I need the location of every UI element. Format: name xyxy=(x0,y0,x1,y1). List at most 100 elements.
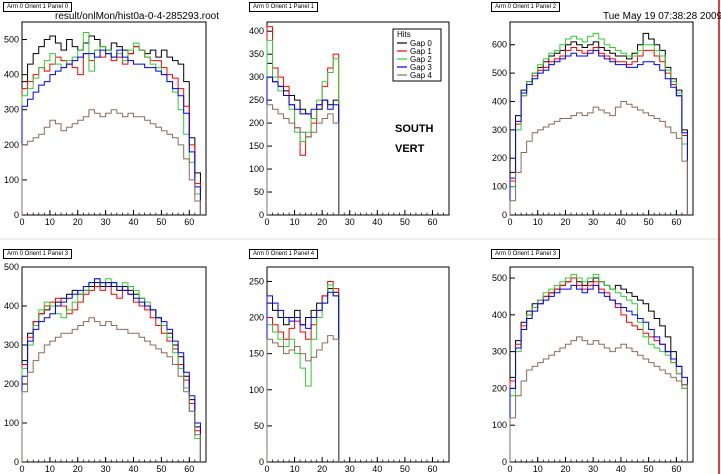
y-tick-label: 100 xyxy=(4,418,19,428)
y-tick-label: 400 xyxy=(249,26,264,36)
x-tick-label: 60 xyxy=(671,217,681,227)
series-4-line xyxy=(266,335,340,462)
panel-3: 0 10 20 30 40 50 60 0 100 200 300 400 500 xyxy=(4,262,207,474)
y-tick-label: 300 xyxy=(4,105,19,115)
series-3-line xyxy=(21,278,201,462)
series-0-line xyxy=(21,35,201,215)
x-tick-label: 10 xyxy=(290,217,300,227)
series-4-line xyxy=(509,336,688,462)
x-tick-label: 60 xyxy=(184,464,194,474)
plot-frame xyxy=(21,21,207,216)
y-tick-label: 50 xyxy=(254,421,264,431)
y-tick-label: 100 xyxy=(492,420,507,430)
x-tick-label: 20 xyxy=(73,464,83,474)
y-tick-label: 100 xyxy=(249,385,264,395)
y-tick-label: 200 xyxy=(492,383,507,393)
x-tick-label: 60 xyxy=(671,464,681,474)
x-tick-label: 40 xyxy=(616,464,626,474)
panel-5: 0 10 20 30 40 50 60 0 100 200 300 400 500 xyxy=(492,266,694,474)
y-tick-label: 300 xyxy=(249,72,264,82)
panel-1-title: Arm 0 Orient 1 Panel 1 xyxy=(249,2,319,12)
y-tick-label: 500 xyxy=(4,262,19,272)
y-tick-label: 250 xyxy=(249,276,264,286)
panel-2-title: Arm 0 Orient 1 Panel 2 xyxy=(491,2,561,12)
panel-4: 0 10 20 30 40 50 60 0 50 100 150 200 250 xyxy=(249,266,450,474)
panel-0-title: Arm 0 Orient 1 Panel 0 xyxy=(3,2,73,12)
annotation-south: SOUTH xyxy=(395,123,434,135)
x-tick-label: 50 xyxy=(156,217,166,227)
x-tick-label: 40 xyxy=(129,217,139,227)
x-tick-label: 20 xyxy=(317,217,327,227)
series-2-line xyxy=(509,32,688,215)
y-tick-label: 200 xyxy=(249,118,264,128)
x-tick-label: 30 xyxy=(345,217,355,227)
y-tick-label: 300 xyxy=(492,347,507,357)
x-tick-label: 0 xyxy=(19,464,24,474)
x-tick-label: 40 xyxy=(616,217,626,227)
x-tick-label: 30 xyxy=(588,217,598,227)
x-tick-label: 20 xyxy=(73,217,83,227)
y-tick-label: 50 xyxy=(254,187,264,197)
y-tick-label: 300 xyxy=(4,340,19,350)
x-tick-label: 50 xyxy=(644,464,654,474)
series-4-line xyxy=(509,100,688,215)
x-tick-label: 50 xyxy=(400,217,410,227)
annotation-vert: VERT xyxy=(395,143,425,155)
x-tick-label: 50 xyxy=(400,464,410,474)
y-tick-label: 400 xyxy=(492,96,507,106)
series-3-line xyxy=(509,284,688,462)
y-tick-label: 0 xyxy=(502,457,507,467)
y-tick-label: 200 xyxy=(4,379,19,389)
x-tick-label: 50 xyxy=(644,217,654,227)
y-tick-label: 100 xyxy=(4,175,19,185)
x-tick-label: 40 xyxy=(372,217,382,227)
series-3-line xyxy=(21,49,201,215)
y-tick-label: 200 xyxy=(492,153,507,163)
x-tick-label: 20 xyxy=(560,217,570,227)
x-tick-label: 0 xyxy=(264,464,269,474)
x-tick-label: 30 xyxy=(588,464,598,474)
legend-box xyxy=(392,28,442,82)
series-4-line xyxy=(21,109,201,215)
plot-frame xyxy=(509,21,694,216)
y-tick-label: 0 xyxy=(502,210,507,220)
x-tick-label: 60 xyxy=(427,217,437,227)
panel-3-title: Arm 0 Orient 1 Panel 3 xyxy=(3,249,73,259)
x-tick-label: 40 xyxy=(129,464,139,474)
legend-entry: Gap 3 xyxy=(410,63,432,72)
x-tick-label: 10 xyxy=(45,217,55,227)
y-tick-label: 150 xyxy=(249,349,264,359)
x-tick-label: 10 xyxy=(533,464,543,474)
legend-entry: Gap 1 xyxy=(410,47,432,56)
x-tick-label: 30 xyxy=(345,464,355,474)
legend-title: Hits xyxy=(397,30,411,39)
plot-frame xyxy=(266,266,450,463)
y-tick-label: 100 xyxy=(249,164,264,174)
x-tick-label: 0 xyxy=(507,464,512,474)
y-tick-label: 300 xyxy=(492,125,507,135)
file-path-label: result/onlMon/hist0a-0-4-285293.root xyxy=(55,11,219,22)
y-tick-label: 200 xyxy=(249,313,264,323)
x-tick-label: 10 xyxy=(533,217,543,227)
y-tick-label: 600 xyxy=(492,40,507,50)
y-tick-label: 400 xyxy=(4,70,19,80)
x-tick-label: 60 xyxy=(184,217,194,227)
series-3-line xyxy=(266,291,340,462)
x-tick-label: 10 xyxy=(45,464,55,474)
y-tick-label: 200 xyxy=(4,140,19,150)
legend-entry: Gap 0 xyxy=(410,39,432,48)
plot-frame xyxy=(509,266,694,463)
legend-entry: Gap 4 xyxy=(410,71,432,80)
series-2-line xyxy=(509,273,688,462)
x-tick-label: 0 xyxy=(264,217,269,227)
y-tick-label: 0 xyxy=(259,457,264,467)
legend-entry: Gap 2 xyxy=(410,55,432,64)
timestamp-label: Tue May 19 07:38:28 2009 xyxy=(603,11,721,22)
x-tick-label: 30 xyxy=(101,464,111,474)
x-tick-label: 0 xyxy=(19,217,24,227)
x-tick-label: 20 xyxy=(317,464,327,474)
series-4-line xyxy=(21,317,201,462)
